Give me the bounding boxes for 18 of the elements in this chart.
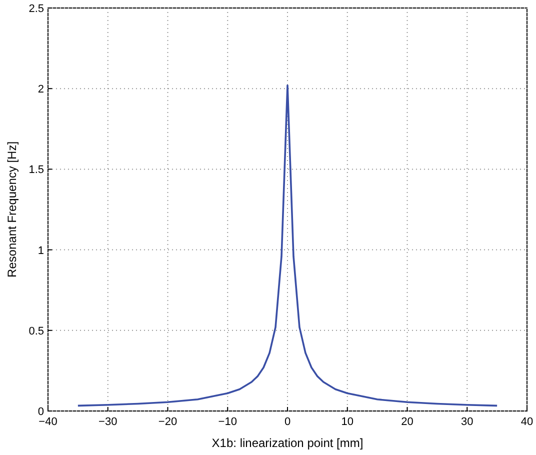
y-tick-label: 0.5 — [28, 325, 44, 338]
x-tick-label: 20 — [401, 416, 414, 428]
y-tick-label: 1.5 — [28, 164, 44, 176]
x-axis-title: X1b: linearization point [mm] — [212, 436, 364, 450]
x-tick-label: −20 — [158, 416, 178, 428]
x-tick-label: 40 — [520, 416, 534, 428]
y-tick-label: 0 — [38, 406, 44, 418]
x-tick-label: −30 — [98, 416, 118, 428]
x-tick-label: 30 — [461, 416, 474, 428]
y-tick-label: 2.5 — [28, 3, 44, 15]
y-tick-label: 2 — [38, 84, 44, 96]
x-tick-label: 0 — [284, 416, 291, 428]
x-tick-label: −10 — [218, 416, 237, 428]
y-tick-label: 1 — [38, 244, 44, 257]
x-tick-label: −40 — [38, 416, 58, 428]
y-axis-title: Resonant Frequency [Hz] — [5, 141, 19, 278]
line-series — [77, 84, 498, 407]
x-tick-label: 10 — [341, 416, 354, 428]
